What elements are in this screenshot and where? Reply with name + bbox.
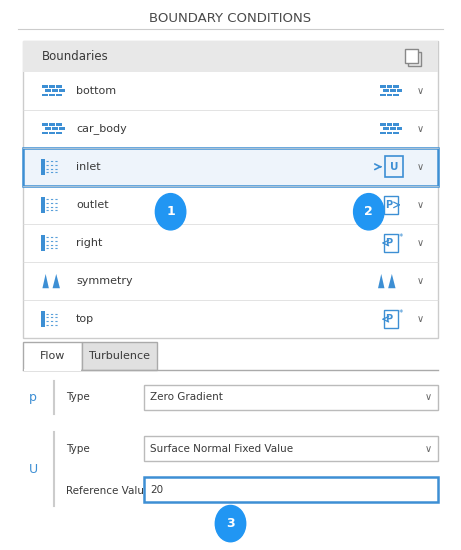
FancyBboxPatch shape [384,234,398,252]
Text: 2: 2 [365,205,373,218]
FancyBboxPatch shape [396,89,402,92]
FancyBboxPatch shape [55,131,62,134]
FancyBboxPatch shape [23,342,82,370]
FancyBboxPatch shape [23,41,438,72]
FancyBboxPatch shape [55,94,62,96]
Text: car_body: car_body [76,123,127,134]
FancyBboxPatch shape [144,385,438,410]
Text: Turbulence: Turbulence [89,351,150,361]
FancyBboxPatch shape [393,131,399,134]
Text: ∨: ∨ [417,200,424,210]
Text: P: P [385,200,393,210]
FancyBboxPatch shape [387,85,392,87]
Text: p: p [29,391,37,404]
Text: Reference Value [m/s]: Reference Value [m/s] [66,485,181,495]
Circle shape [354,194,384,230]
FancyBboxPatch shape [385,156,403,177]
Text: 1: 1 [166,205,175,218]
FancyBboxPatch shape [49,131,54,134]
FancyBboxPatch shape [49,123,54,125]
FancyBboxPatch shape [82,342,157,370]
Text: top: top [76,314,94,324]
FancyBboxPatch shape [23,148,438,186]
Text: Surface Normal Fixed Value: Surface Normal Fixed Value [150,443,293,454]
FancyBboxPatch shape [41,197,45,213]
FancyBboxPatch shape [380,85,386,87]
Text: *: * [399,309,403,318]
FancyBboxPatch shape [380,123,386,126]
FancyBboxPatch shape [41,94,48,96]
FancyBboxPatch shape [41,158,45,175]
FancyBboxPatch shape [144,436,438,461]
FancyBboxPatch shape [408,52,421,66]
Text: Boundaries: Boundaries [41,50,108,63]
Text: ∨: ∨ [417,238,424,248]
FancyBboxPatch shape [55,123,62,125]
FancyBboxPatch shape [55,85,62,87]
FancyBboxPatch shape [384,196,398,214]
FancyBboxPatch shape [387,123,392,126]
FancyBboxPatch shape [49,85,54,87]
Circle shape [215,505,246,542]
Text: P: P [385,238,393,248]
FancyBboxPatch shape [380,131,386,134]
FancyBboxPatch shape [59,89,65,92]
FancyBboxPatch shape [380,94,386,96]
FancyBboxPatch shape [59,127,65,130]
FancyBboxPatch shape [45,89,51,92]
Text: outlet: outlet [76,200,109,210]
FancyBboxPatch shape [41,123,48,125]
Text: U: U [390,162,398,172]
Text: ∨: ∨ [417,124,424,134]
Text: P: P [385,314,393,324]
Text: 20: 20 [150,485,163,495]
Text: inlet: inlet [76,162,100,172]
FancyBboxPatch shape [144,477,438,503]
Text: ∨: ∨ [417,86,424,96]
Text: Type: Type [66,392,90,403]
FancyBboxPatch shape [41,85,48,87]
FancyBboxPatch shape [384,310,398,328]
FancyBboxPatch shape [45,127,51,130]
FancyBboxPatch shape [384,128,389,130]
FancyBboxPatch shape [405,48,418,63]
Text: ∨: ∨ [417,314,424,324]
Text: symmetry: symmetry [76,276,133,286]
Polygon shape [42,274,49,288]
FancyBboxPatch shape [396,128,402,130]
FancyBboxPatch shape [41,235,45,251]
Text: right: right [76,238,102,248]
Text: Flow: Flow [40,351,65,361]
FancyBboxPatch shape [49,94,54,96]
Text: ∨: ∨ [417,276,424,286]
Text: BOUNDARY CONDITIONS: BOUNDARY CONDITIONS [149,12,312,25]
FancyBboxPatch shape [393,94,399,96]
FancyBboxPatch shape [41,131,48,134]
Circle shape [155,194,186,230]
FancyBboxPatch shape [52,127,58,130]
FancyBboxPatch shape [393,85,399,87]
FancyBboxPatch shape [393,123,399,126]
Text: bottom: bottom [76,86,116,96]
FancyBboxPatch shape [23,41,438,338]
Polygon shape [53,274,60,288]
FancyBboxPatch shape [384,89,389,92]
Text: Zero Gradient: Zero Gradient [150,392,223,403]
Text: Type: Type [66,443,90,454]
Text: 3: 3 [226,517,235,530]
Text: ∨: ∨ [424,443,431,454]
Polygon shape [388,274,396,288]
Polygon shape [378,274,384,288]
Text: ∨: ∨ [424,392,431,403]
FancyBboxPatch shape [390,89,396,92]
Text: *: * [399,233,403,242]
Text: ∨: ∨ [417,162,424,172]
FancyBboxPatch shape [41,311,45,327]
FancyBboxPatch shape [390,128,396,130]
Text: U: U [29,463,38,476]
FancyBboxPatch shape [387,131,392,134]
FancyBboxPatch shape [387,94,392,96]
FancyBboxPatch shape [52,89,58,92]
